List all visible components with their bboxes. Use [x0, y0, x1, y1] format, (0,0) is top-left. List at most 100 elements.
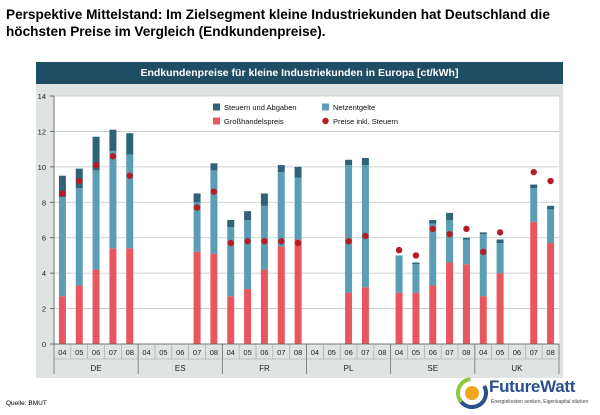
legend-label: Großhandelspreis: [224, 117, 284, 126]
bar-steuern-abgaben-FR-05: [244, 211, 252, 220]
bar-netzentgelte-SE-07: [446, 220, 454, 263]
x-tick-label: 06: [513, 348, 521, 357]
x-tick-label: 06: [92, 348, 100, 357]
preis-dot-FR-05: [244, 238, 251, 245]
bar-netzentgelte-SE-08: [462, 239, 470, 265]
bar-steuern-abgaben-PL-07: [361, 158, 369, 166]
legend-marker: [213, 103, 220, 111]
bar-steuern-abgaben-FR-06: [260, 193, 268, 206]
x-tick-label: 04: [479, 348, 487, 357]
preis-dot-DE-08: [126, 172, 133, 179]
bar-grosshandelspreis-UK-04: [479, 296, 487, 344]
preis-dot-PL-06: [345, 238, 352, 245]
x-tick-label: 05: [159, 348, 167, 357]
bar-netzentgelte-DE-05: [75, 188, 83, 286]
logo-swirl-icon: [456, 377, 488, 409]
bar-steuern-abgaben-UK-07: [530, 184, 538, 189]
bar-steuern-abgaben-FR-08: [294, 166, 302, 178]
preis-dot-FR-06: [261, 238, 268, 245]
legend-label: Preise inkl. Steuern: [333, 117, 398, 126]
x-tick-label: 07: [445, 348, 453, 357]
bar-grosshandelspreis-DE-05: [75, 285, 83, 344]
bar-steuern-abgaben-SE-08: [462, 237, 470, 240]
preis-dot-DE-07: [109, 153, 117, 160]
y-tick-label: 2: [42, 305, 46, 314]
country-label: DE: [91, 364, 102, 373]
bar-netzentgelte-PL-06: [345, 165, 353, 293]
x-tick-label: 04: [311, 348, 319, 357]
bar-netzentgelte-ES-08: [210, 170, 218, 254]
preis-dot-DE-06: [92, 161, 100, 169]
bar-grosshandelspreis-SE-08: [462, 264, 470, 344]
bar-grosshandelspreis-SE-07: [446, 262, 454, 344]
bar-netzentgelte-UK-04: [479, 234, 487, 297]
legend-marker: [322, 117, 329, 125]
bar-steuern-abgaben-UK-05: [496, 239, 504, 244]
country-label: ES: [175, 364, 186, 373]
x-tick-label: 06: [344, 348, 352, 357]
page-headline: Perspektive Mittelstand: Im Zielsegment …: [6, 7, 550, 39]
x-tick-label: 04: [227, 348, 235, 357]
y-tick-label: 12: [38, 127, 46, 136]
preis-dot-UK-04: [480, 248, 487, 256]
preis-dot-SE-06: [429, 225, 436, 233]
preis-dot-FR-07: [278, 238, 285, 245]
bar-steuern-abgaben-FR-04: [227, 220, 235, 228]
legend-marker: [322, 103, 329, 111]
x-tick-label: 05: [328, 348, 336, 357]
bar-netzentgelte-SE-05: [412, 264, 420, 293]
preis-dot-UK-08: [547, 177, 554, 185]
bar-steuern-abgaben-UK-08: [547, 205, 555, 210]
x-tick-label: 04: [395, 348, 403, 357]
legend: Steuern und Abgaben Netzentgelte Großhande…: [213, 103, 398, 126]
y-tick-label: 14: [38, 92, 46, 101]
bar-grosshandelspreis-FR-06: [260, 269, 268, 344]
futurewatt-logo: FutureWatt Energiekosten senken, Eigenka…: [455, 375, 595, 411]
bar-grosshandelspreis-ES-08: [210, 253, 218, 344]
bar-grosshandelspreis-FR-04: [227, 296, 235, 344]
preis-dot-FR-08: [294, 239, 302, 247]
legend-label: Netzentgelte: [333, 103, 375, 112]
x-tick-label: 08: [462, 348, 470, 357]
y-tick-label: 0: [42, 340, 46, 349]
y-tick-label: 10: [38, 163, 46, 172]
x-tick-label: 05: [412, 348, 420, 357]
bar-steuern-abgaben-ES-08: [210, 163, 218, 171]
y-tick-label: 8: [42, 198, 46, 207]
bar-steuern-abgaben-DE-08: [126, 133, 134, 155]
preis-dot-SE-04: [395, 246, 403, 254]
bar-netzentgelte-FR-04: [227, 227, 235, 297]
bars: [58, 129, 555, 344]
country-label: PL: [344, 364, 354, 373]
y-tick-label: 4: [42, 269, 46, 278]
bar-grosshandelspreis-PL-06: [345, 292, 353, 344]
preis-dot-FR-04: [227, 239, 234, 247]
preis-dot-SE-05: [412, 252, 420, 259]
bar-netzentgelte-SE-04: [395, 255, 403, 293]
logo-tagline: Energiekosten senken, Eigenkapital stärk…: [491, 399, 589, 405]
bar-steuern-abgaben-DE-07: [109, 129, 117, 151]
bar-netzentgelte-FR-06: [260, 205, 268, 270]
bar-netzentgelte-DE-08: [126, 154, 134, 249]
bar-grosshandelspreis-FR-05: [244, 289, 252, 344]
bar-netzentgelte-DE-07: [109, 150, 117, 249]
bar-steuern-abgaben-ES-07: [193, 193, 201, 203]
y-tick-label: 6: [42, 234, 46, 243]
preis-dot-SE-08: [463, 225, 470, 233]
bar-grosshandelspreis-SE-05: [412, 292, 420, 344]
bar-grosshandelspreis-DE-08: [126, 248, 134, 344]
x-tick-label: 08: [126, 348, 134, 357]
bar-steuern-abgaben-SE-06: [429, 220, 437, 224]
bar-grosshandelspreis-DE-06: [92, 269, 100, 344]
x-tick-label: 07: [277, 348, 285, 357]
preis-dot-SE-07: [446, 230, 453, 238]
bar-grosshandelspreis-FR-07: [277, 246, 285, 344]
plot-area: [54, 96, 559, 344]
source-note: Quelle: BMUT: [6, 400, 47, 407]
preis-dot-UK-07: [530, 168, 537, 176]
bar-grosshandelspreis-UK-08: [547, 243, 555, 344]
bar-grosshandelspreis-SE-06: [429, 285, 437, 344]
bar-netzentgelte-DE-04: [58, 196, 66, 297]
preis-dot-DE-05: [76, 177, 83, 185]
